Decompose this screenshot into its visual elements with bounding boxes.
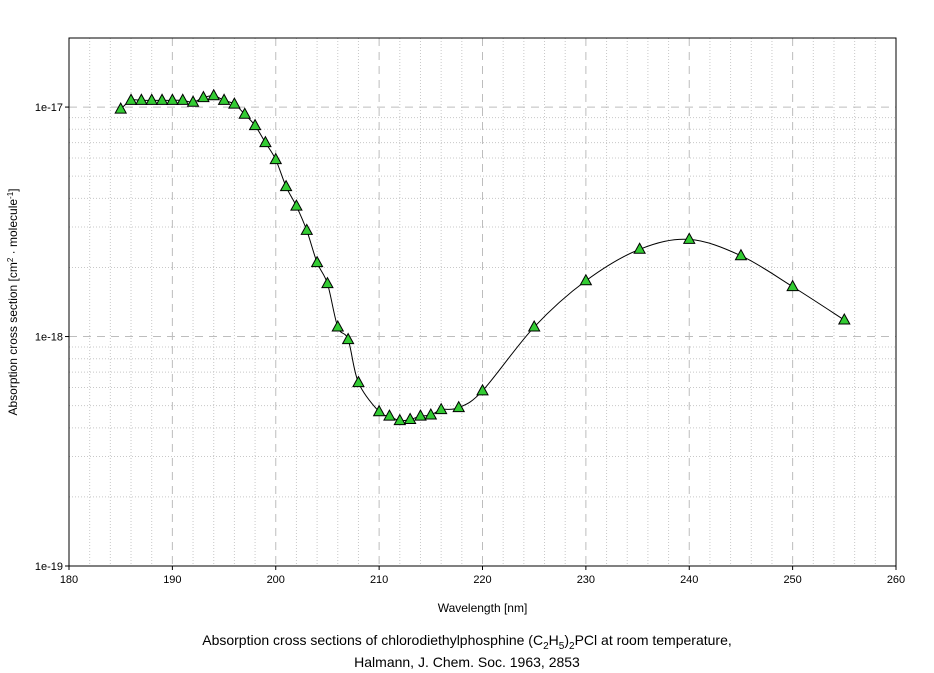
x-tick-label: 210 [370,574,388,586]
x-tick-label: 200 [267,574,285,586]
data-point-marker [786,279,799,292]
data-point-marker [633,242,646,254]
x-axis-label: Wavelength [nm] [438,601,528,615]
caption-text-d: PCl at room temperature, [574,632,732,648]
data-point-marker [166,93,179,105]
data-point-marker [228,97,241,109]
caption-text-b: H [548,632,559,648]
x-tick-label: 180 [60,574,78,586]
data-point-marker [579,273,593,286]
data-point-marker [476,383,489,396]
data-point-marker [259,135,272,148]
series-line [120,95,845,422]
caption-text-a: Absorption cross sections of chlorodieth… [202,632,544,648]
data-point-marker [207,88,221,101]
data-point-marker [135,93,148,105]
caption-line-1: Absorption cross sections of chlorodieth… [0,632,934,652]
data-point-marker [434,402,448,415]
x-tick-label: 250 [783,574,801,586]
data-point-marker [403,412,417,424]
data-point-marker [114,102,128,114]
data-point-marker [124,93,138,105]
caption-sub-1: 2 [543,640,549,652]
data-point-marker [321,276,334,289]
data-point-marker [682,232,696,244]
x-tick-label: 240 [680,574,698,586]
caption-text-c: ) [564,632,570,648]
data-point-marker [331,320,345,332]
y-tick-label: 1e-19 [35,561,63,573]
caption-sub-3: 2 [569,640,575,652]
data-point-marker [238,107,252,119]
y-axis-label-sup2: -1 [6,191,15,199]
y-axis-label-c: ] [6,188,20,191]
data-point-marker [837,313,851,325]
series-markers [114,88,851,426]
y-axis: 1e-19 1e-18 1e-17 [35,102,69,573]
data-point-marker [452,400,466,413]
x-tick-label: 190 [163,574,181,586]
major-grid [69,38,896,566]
data-point-marker [197,90,210,103]
y-tick-label: 1e-17 [35,102,63,114]
data-point-marker [155,93,169,105]
data-point-marker [300,223,314,235]
x-tick-label: 260 [887,574,905,586]
data-point-marker [290,199,303,211]
y-axis-label-a: Absorption cross section [cm [6,262,20,415]
y-tick-label: 1e-18 [35,332,63,344]
data-point-marker [527,320,541,332]
data-point-marker [352,375,365,388]
y-axis-label-sup1: 2 [6,257,15,262]
data-point-marker [145,93,159,105]
data-point-marker [186,95,200,107]
data-point-marker [341,332,355,345]
data-point-marker [217,93,231,105]
y-axis-label: Absorption cross section [cm2 · molecule… [6,188,21,415]
data-point-marker [393,413,407,426]
data-point-marker [383,409,396,421]
data-point-marker [310,255,324,268]
x-axis: 180 190 200 210 220 230 240 250 260 [60,566,905,586]
y-axis-label-b: · molecule [6,199,20,258]
data-point-marker [424,407,438,420]
caption-sub-2: 5 [558,640,565,652]
data-point-marker [414,409,427,421]
minor-grid [69,38,896,566]
data-point-marker [176,93,190,105]
x-tick-label: 220 [473,574,491,586]
caption-line-2: Halmann, J. Chem. Soc. 1963, 2853 [354,654,580,670]
data-point-marker [372,404,386,417]
data-point-marker [279,179,293,192]
x-tick-label: 230 [577,574,595,586]
data-point-marker [248,118,262,131]
data-point-marker [734,248,748,261]
data-point-marker [269,152,283,165]
